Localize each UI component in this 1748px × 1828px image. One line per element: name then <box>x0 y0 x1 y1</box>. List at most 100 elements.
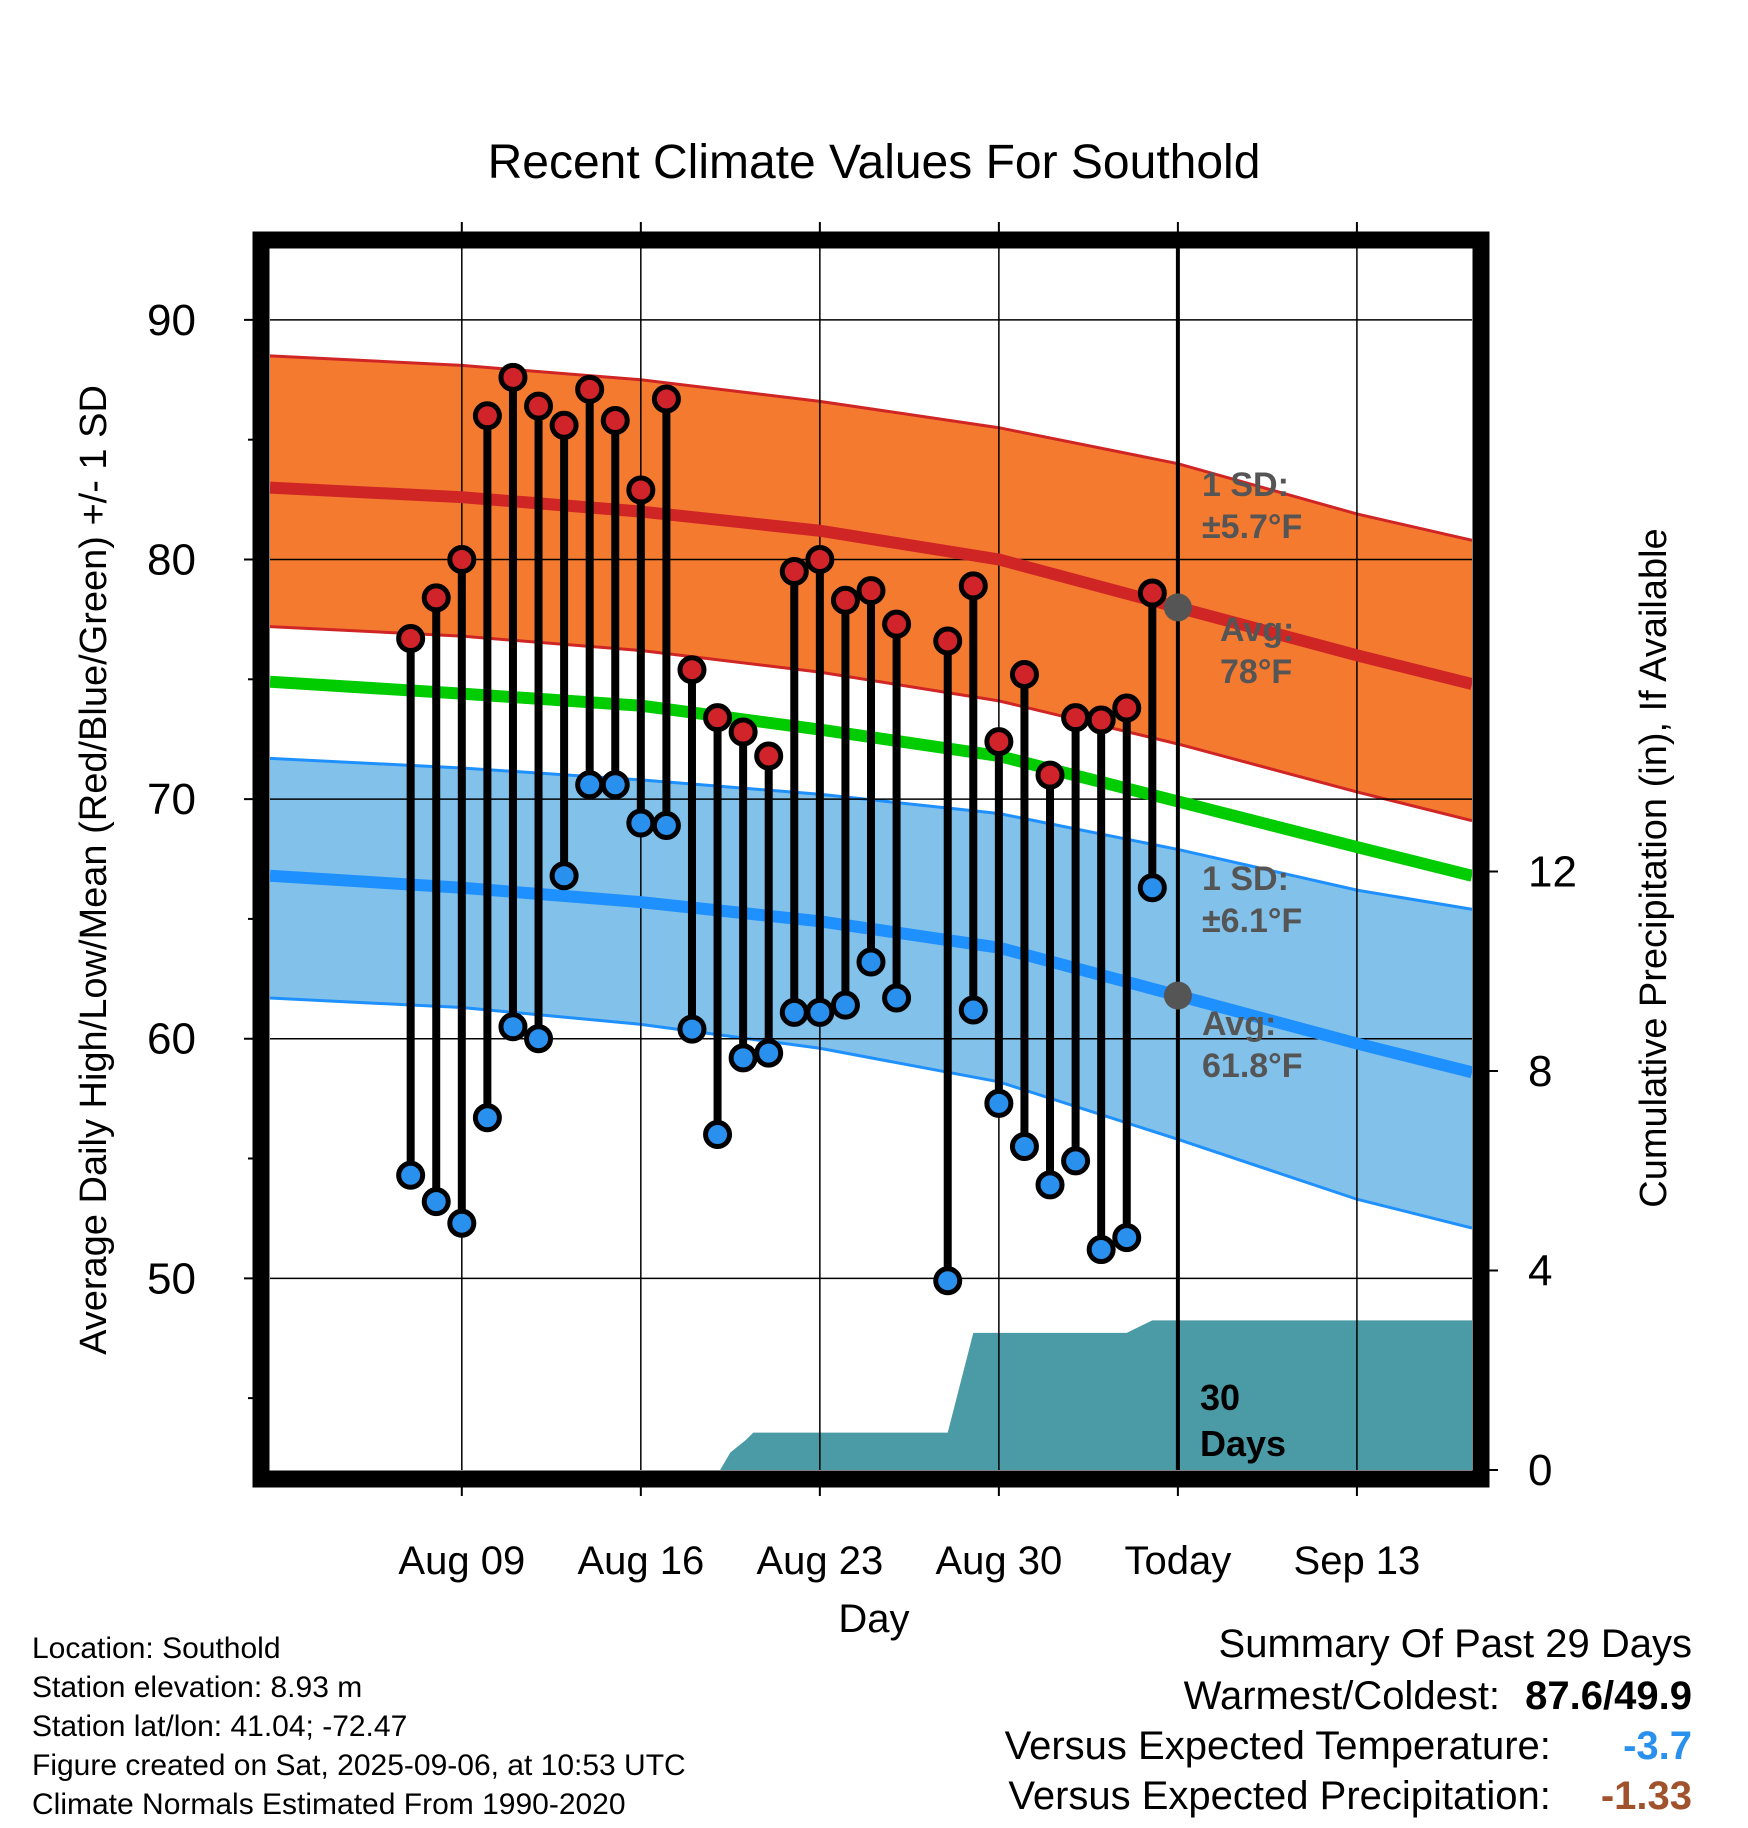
high-avg-annotation-line2: 78°F <box>1220 653 1292 691</box>
daily-low-point <box>1061 1146 1091 1176</box>
x-tick-label: Sep 13 <box>1294 1539 1421 1583</box>
y-tick-label: 80 <box>147 535 196 584</box>
precip-area <box>720 1320 1472 1470</box>
temp-value: -3.7 <box>1623 1724 1692 1768</box>
daily-low-point <box>779 997 809 1027</box>
daily-low-point <box>1137 873 1167 903</box>
y2-tick-label: 12 <box>1528 847 1577 896</box>
daily-low-point <box>651 810 681 840</box>
daily-low-point <box>882 983 912 1013</box>
daily-low-point <box>830 990 860 1020</box>
daily-high-point <box>472 401 502 431</box>
daily-low-point <box>626 808 656 838</box>
daily-high-point <box>984 727 1014 757</box>
chart-title: Recent Climate Values For Southold <box>488 136 1261 189</box>
daily-high-point <box>703 703 733 733</box>
daily-high-point <box>754 741 784 771</box>
high-sd-band-upper-edge <box>270 354 1472 542</box>
precip-label: Versus Expected Precipitation: <box>1008 1774 1551 1818</box>
daily-low-point <box>498 1012 528 1042</box>
daily-high-point <box>882 609 912 639</box>
today-low-avg-dot <box>1163 981 1192 1010</box>
daily-low-point <box>958 995 988 1025</box>
low-avg-annotation-line2: 61.8°F <box>1202 1047 1303 1085</box>
low-sd-annotation-line1: 1 SD: <box>1202 860 1289 898</box>
summary-precip-row: Versus Expected Precipitation: -1.33 <box>1008 1774 1692 1819</box>
today-high-avg-dot <box>1163 593 1192 622</box>
low-avg-annotation-line1: Avg: <box>1202 1005 1276 1043</box>
normal-mean-line <box>270 675 1472 882</box>
daily-high-point <box>575 374 605 404</box>
daily-high-point <box>600 406 630 436</box>
warm-cold-value: 87.6/49.9 <box>1525 1674 1692 1718</box>
x-tick-label: Aug 23 <box>756 1539 883 1583</box>
latlon-text: Station lat/lon: 41.04; -72.47 <box>32 1710 408 1743</box>
normal-low-line <box>270 869 1472 1079</box>
daily-high-point <box>421 583 451 613</box>
daily-low-point <box>1086 1235 1116 1265</box>
low-sd-annotation-line2: ±6.1°F <box>1202 902 1302 940</box>
summary-title: Summary Of Past 29 Days <box>1218 1622 1692 1666</box>
x-axis-label: Day <box>838 1597 909 1641</box>
high-avg-annotation-line1: Avg: <box>1220 611 1294 649</box>
elevation-text: Station elevation: 8.93 m <box>32 1671 363 1704</box>
daily-high-point <box>498 362 528 392</box>
normals-text: Climate Normals Estimated From 1990-2020 <box>32 1788 626 1821</box>
daily-high-point <box>1035 760 1065 790</box>
daily-low-point <box>575 770 605 800</box>
daily-low-point <box>396 1160 426 1190</box>
daily-high-point <box>1137 578 1167 608</box>
daily-low-point <box>677 1014 707 1044</box>
y-tick-label: 90 <box>147 296 196 345</box>
daily-high-point <box>1061 703 1091 733</box>
days-label-line2: Days <box>1200 1423 1286 1464</box>
daily-high-point <box>524 391 554 421</box>
y2-tick-label: 0 <box>1528 1446 1552 1495</box>
daily-high-point <box>1112 693 1142 723</box>
daily-low-point <box>933 1266 963 1296</box>
daily-high-point <box>805 544 835 574</box>
daily-high-point <box>396 624 426 654</box>
y-axis-label: Average Daily High/Low/Mean (Red/Blue/Gr… <box>73 385 115 1355</box>
daily-low-point <box>703 1120 733 1150</box>
daily-high-point <box>447 544 477 574</box>
plot-frame <box>252 231 1490 1488</box>
high-sd-annotation-line1: 1 SD: <box>1202 466 1289 504</box>
y-tick-label: 70 <box>147 775 196 824</box>
days-label-line1: 30 <box>1200 1377 1240 1418</box>
y2-tick-label: 8 <box>1528 1047 1552 1096</box>
x-tick-label: Aug 16 <box>577 1539 704 1583</box>
daily-high-point <box>626 475 656 505</box>
created-text: Figure created on Sat, 2025-09-06, at 10… <box>32 1749 686 1782</box>
daily-low-point <box>447 1208 477 1238</box>
daily-low-point <box>856 947 886 977</box>
x-tick-label: Today <box>1125 1539 1232 1583</box>
daily-low-point <box>754 1038 784 1068</box>
daily-low-point <box>728 1043 758 1073</box>
daily-low-point <box>421 1187 451 1217</box>
daily-high-point <box>1009 660 1039 690</box>
location-text: Location: Southold <box>32 1632 281 1665</box>
daily-high-point <box>856 576 886 606</box>
daily-high-point <box>933 626 963 656</box>
high-sd-annotation-line2: ±5.7°F <box>1202 508 1302 546</box>
daily-low-point <box>524 1024 554 1054</box>
warm-cold-label: Warmest/Coldest: <box>1183 1674 1501 1718</box>
daily-low-point <box>472 1103 502 1133</box>
normal-high-line <box>270 481 1472 690</box>
temp-label: Versus Expected Temperature: <box>1004 1724 1551 1768</box>
daily-high-point <box>549 410 579 440</box>
summary-warm-cold-row: Warmest/Coldest: 87.6/49.9 <box>1184 1674 1692 1719</box>
daily-high-point <box>651 384 681 414</box>
daily-high-point <box>1086 705 1116 735</box>
daily-low-point <box>549 861 579 891</box>
high-sd-band-lower-edge <box>270 625 1472 823</box>
precip-value: -1.33 <box>1600 1774 1692 1818</box>
daily-high-point <box>779 556 809 586</box>
summary-temp-row: Versus Expected Temperature: -3.7 <box>1005 1724 1692 1769</box>
low-sd-band-lower-edge <box>270 996 1472 1230</box>
daily-high-point <box>677 655 707 685</box>
daily-low-point <box>600 770 630 800</box>
x-tick-label: Aug 09 <box>398 1539 525 1583</box>
